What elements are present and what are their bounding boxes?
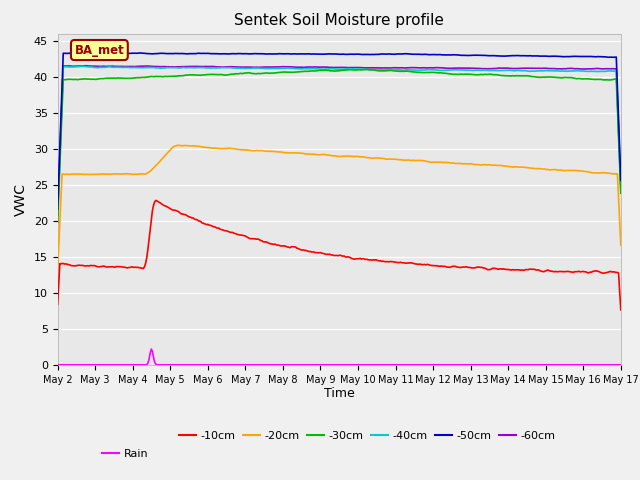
- Y-axis label: VWC: VWC: [14, 183, 28, 216]
- X-axis label: Time: Time: [324, 387, 355, 400]
- Legend: Rain: Rain: [98, 444, 152, 464]
- Title: Sentek Soil Moisture profile: Sentek Soil Moisture profile: [234, 13, 444, 28]
- Text: BA_met: BA_met: [74, 44, 124, 57]
